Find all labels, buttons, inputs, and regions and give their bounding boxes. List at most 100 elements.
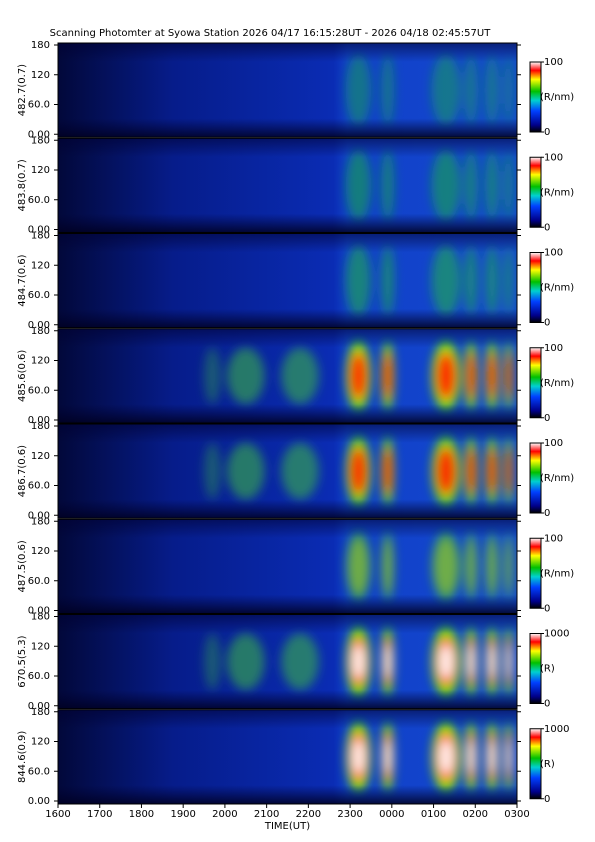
y-tick-label: 60.0 xyxy=(28,481,50,492)
x-tick-label: 0300 xyxy=(504,809,529,820)
heatmap xyxy=(58,328,517,423)
y-tick-label: 120 xyxy=(31,451,50,462)
panel-frame xyxy=(57,233,518,329)
colorbar-tick-label: 0 xyxy=(544,413,550,424)
y-tick-label: 120 xyxy=(31,260,50,271)
y-tick-label: 0.00 xyxy=(28,796,50,807)
y-tick-label: 120 xyxy=(31,546,50,557)
y-axis-label: 670.5(5.3) xyxy=(17,635,28,687)
heatmap xyxy=(58,138,517,233)
x-tick-label: 0000 xyxy=(379,809,404,820)
colorbar-tick-label: 100 xyxy=(544,152,563,163)
panel-frame xyxy=(57,518,518,614)
colorbar-tick-label: 100 xyxy=(544,533,563,544)
colorbar xyxy=(529,252,542,323)
y-tick-label: 180 xyxy=(31,421,50,432)
y-tick-label: 120 xyxy=(31,70,50,81)
heatmap-shade xyxy=(58,43,517,138)
colorbar xyxy=(529,156,542,228)
heatmap xyxy=(58,424,517,519)
colorbar-tick-label: 0 xyxy=(544,794,550,805)
chart-title: Scanning Photomter at Syowa Station 2026… xyxy=(50,28,492,39)
panel-frame xyxy=(57,42,518,138)
y-tick-label: 0.00 xyxy=(28,225,50,236)
y-tick-label: 60.0 xyxy=(28,671,50,682)
x-tick-label: 0200 xyxy=(463,809,488,820)
y-tick-label: 0.00 xyxy=(28,320,50,331)
y-axis-label: 487.5(0.6) xyxy=(17,540,28,592)
y-tick-label: 180 xyxy=(31,516,50,527)
colorbar xyxy=(529,442,542,514)
y-axis-label: 484.7(0.6) xyxy=(17,254,28,306)
y-tick-label: 0.00 xyxy=(28,129,50,140)
y-axis-label: 483.8(0.7) xyxy=(17,159,28,211)
x-tick-label: 1800 xyxy=(129,809,154,820)
y-tick-label: 180 xyxy=(31,612,50,623)
y-tick-label: 180 xyxy=(31,231,50,242)
colorbar-label: (R/nm) xyxy=(540,378,574,389)
heatmap xyxy=(58,43,517,138)
heatmap-shade xyxy=(58,709,517,804)
colorbar-tick-label: 0 xyxy=(544,127,550,138)
y-tick-label: 0.00 xyxy=(28,510,50,521)
colorbar-tick-label: 0 xyxy=(544,699,550,710)
y-tick-label: 60.0 xyxy=(28,290,50,301)
y-axis-label: 486.7(0.6) xyxy=(17,445,28,497)
panel-frame xyxy=(57,709,518,805)
x-tick-label: 2000 xyxy=(212,809,237,820)
y-axis-label: 844.6(0.9) xyxy=(17,731,28,783)
colorbar-label: (R/nm) xyxy=(540,283,574,294)
y-tick-label: 60.0 xyxy=(28,195,50,206)
heatmap-shade xyxy=(58,138,517,233)
colorbar-label: (R/nm) xyxy=(540,187,574,198)
heatmap-shade xyxy=(58,328,517,423)
colorbar-tick-label: 100 xyxy=(544,438,563,449)
panel-frame xyxy=(57,423,518,519)
y-axis-label: 485.6(0.6) xyxy=(17,350,28,402)
y-tick-label: 0.00 xyxy=(28,701,50,712)
colorbar-tick-label: 0 xyxy=(544,318,550,329)
colorbar-label: (R/nm) xyxy=(540,473,574,484)
panel-frame xyxy=(57,137,518,233)
x-tick-label: 1900 xyxy=(170,809,195,820)
y-tick-label: 60.0 xyxy=(28,576,50,587)
colorbar-tick-label: 100 xyxy=(544,248,563,259)
heatmap-shade xyxy=(58,233,517,328)
colorbar-tick-label: 1000 xyxy=(544,629,569,640)
y-tick-label: 180 xyxy=(31,707,50,718)
heatmap xyxy=(58,519,517,614)
y-tick-label: 0.00 xyxy=(28,415,50,426)
y-tick-label: 180 xyxy=(31,326,50,337)
y-axis-label: 482.7(0.7) xyxy=(17,64,28,116)
panel-frame xyxy=(57,614,518,710)
x-tick-label: 1700 xyxy=(87,809,112,820)
heatmap-shade xyxy=(58,424,517,519)
x-tick-label: 0100 xyxy=(421,809,446,820)
heatmap xyxy=(58,233,517,328)
colorbar-label: (R) xyxy=(540,664,555,675)
x-tick-label: 1600 xyxy=(45,809,70,820)
panel-frame xyxy=(57,328,518,424)
colorbar-tick-label: 1000 xyxy=(544,724,569,735)
colorbar-tick-label: 100 xyxy=(544,343,563,354)
colorbar xyxy=(529,633,542,704)
colorbar xyxy=(529,61,542,133)
y-tick-label: 120 xyxy=(31,641,50,652)
y-tick-label: 120 xyxy=(31,165,50,176)
y-tick-label: 60.0 xyxy=(28,385,50,396)
colorbar xyxy=(529,347,542,419)
colorbar xyxy=(529,728,542,800)
y-tick-label: 60.0 xyxy=(28,100,50,111)
y-tick-label: 120 xyxy=(31,356,50,367)
x-tick-label: 2200 xyxy=(296,809,321,820)
colorbar-label: (R) xyxy=(540,759,555,770)
colorbar-label: (R/nm) xyxy=(540,568,574,579)
colorbar-tick-label: 0 xyxy=(544,603,550,614)
heatmap xyxy=(58,709,517,804)
heatmap xyxy=(58,614,517,709)
heatmap-shade xyxy=(58,519,517,614)
y-tick-label: 0.00 xyxy=(28,606,50,617)
y-tick-label: 120 xyxy=(31,737,50,748)
y-tick-label: 180 xyxy=(31,40,50,51)
